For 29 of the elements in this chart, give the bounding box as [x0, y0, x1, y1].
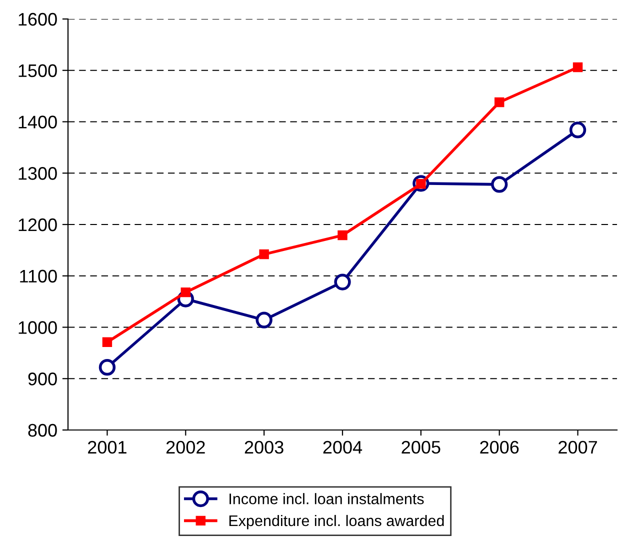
x-tick-label: 2001 — [88, 440, 126, 454]
point — [102, 337, 112, 348]
x-tick-label: 2003 — [244, 440, 284, 454]
point — [572, 62, 583, 72]
point — [98, 358, 116, 376]
point — [338, 230, 348, 240]
point — [259, 249, 269, 260]
x-tick-label: 2005 — [402, 440, 440, 454]
point — [569, 122, 586, 138]
point — [334, 274, 351, 290]
x-tick-label: 2004 — [323, 440, 362, 454]
x-tick-label: 2006 — [480, 440, 519, 454]
y-tick-label: 1400 — [18, 116, 57, 128]
point — [180, 287, 191, 298]
y-tick-label: 1300 — [18, 167, 57, 180]
y-tick-label: 1600 — [18, 12, 57, 26]
y-tick-label: 1500 — [18, 64, 57, 78]
point — [491, 176, 508, 193]
y-tick-label: 1200 — [18, 218, 57, 232]
y-tick-label: 1100 — [20, 270, 57, 283]
legend-label: Expenditure incl. loans awarded — [229, 514, 444, 530]
legend-label: Income incl. loan instalments — [230, 493, 424, 504]
y-tick-label: 800 — [28, 424, 57, 437]
y-tick-label: 900 — [28, 372, 57, 386]
y-tick-label: 1000 — [18, 321, 57, 334]
x-tick-label: 2002 — [166, 440, 205, 454]
point — [256, 312, 272, 328]
x-tick-label: 2007 — [558, 440, 597, 454]
point — [494, 97, 504, 108]
